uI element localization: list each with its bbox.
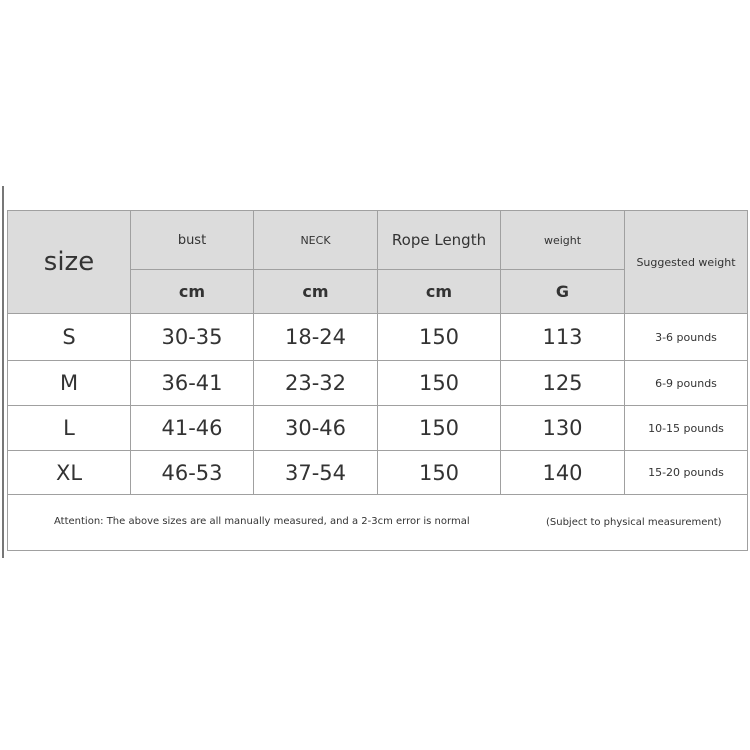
cell-rope: 150 [377,313,501,361]
cell-size: M [7,360,131,406]
cell-size: L [7,405,131,451]
cell-neck: 18-24 [253,313,378,361]
cell-neck: 30-46 [253,405,378,451]
attention-note: Attention: The above sizes are all manua… [54,516,470,527]
cell-weight: 113 [500,313,625,361]
footer-cell [7,494,748,551]
cell-rope: 150 [377,360,501,406]
cell-size: S [7,313,131,361]
cell-suggested: 3-6 pounds [624,313,748,361]
cell-rope: 150 [377,405,501,451]
left-edge-line [2,186,4,558]
header-size: size [7,210,131,314]
header-suggested-weight: Suggested weight [624,210,748,314]
unit-weight: G [500,269,625,314]
cell-rope: 150 [377,450,501,495]
cell-bust: 36-41 [130,360,254,406]
unit-neck: cm [253,269,378,314]
cell-bust: 41-46 [130,405,254,451]
cell-suggested: 6-9 pounds [624,360,748,406]
cell-suggested: 15-20 pounds [624,450,748,495]
cell-weight: 140 [500,450,625,495]
unit-bust: cm [130,269,254,314]
cell-size: XL [7,450,131,495]
header-bust: bust [130,210,254,270]
header-rope-length: Rope Length [377,210,501,270]
cell-weight: 125 [500,360,625,406]
header-neck: NECK [253,210,378,270]
unit-rope: cm [377,269,501,314]
header-weight: weight [500,210,625,270]
cell-neck: 23-32 [253,360,378,406]
cell-weight: 130 [500,405,625,451]
cell-bust: 46-53 [130,450,254,495]
cell-bust: 30-35 [130,313,254,361]
measurement-note: (Subject to physical measurement) [546,517,722,528]
cell-neck: 37-54 [253,450,378,495]
cell-suggested: 10-15 pounds [624,405,748,451]
